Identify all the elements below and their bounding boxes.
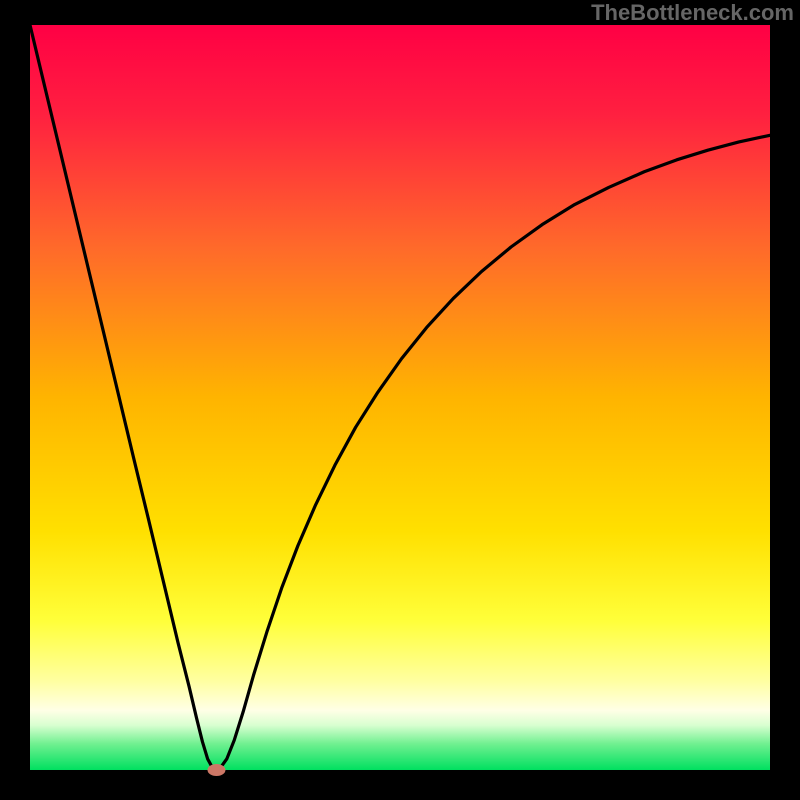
chart-stage: TheBottleneck.com (0, 0, 800, 800)
chart-gradient-bg (30, 25, 770, 770)
optimum-marker (207, 764, 225, 776)
chart-svg (0, 0, 800, 800)
attribution-label: TheBottleneck.com (591, 0, 794, 26)
